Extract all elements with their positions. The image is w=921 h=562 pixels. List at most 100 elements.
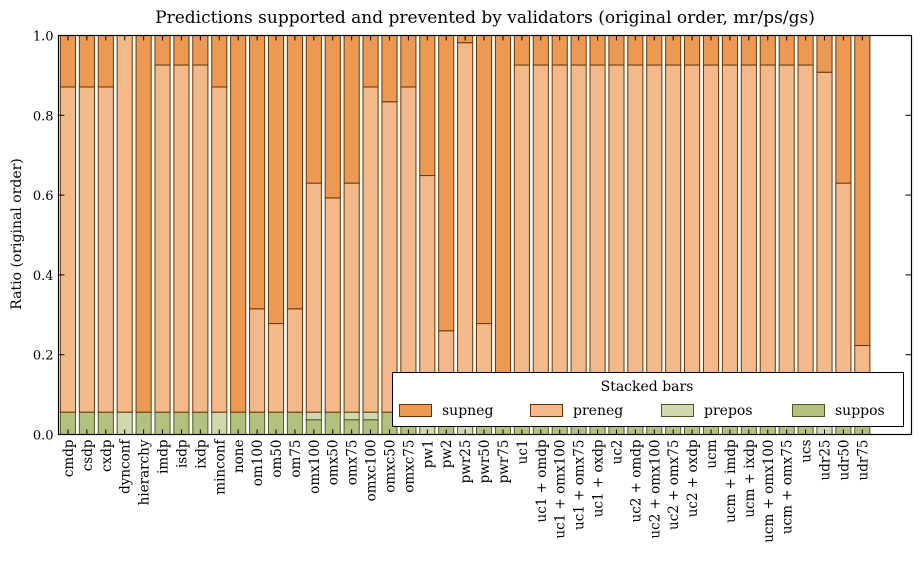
x-tick-label: om100: [250, 440, 266, 487]
x-tick-label: pwr50: [477, 440, 493, 484]
bar-preneg: [286, 308, 303, 413]
x-tick-label: uc1 + oxdp: [591, 440, 607, 518]
chart-title: Predictions supported and prevented by v…: [155, 8, 815, 28]
legend-label-preneg: preneg: [573, 403, 623, 419]
legend-swatch-preneg: [530, 404, 563, 417]
bar-preneg: [381, 101, 398, 413]
bar-preneg: [778, 64, 795, 413]
bar-supneg: [362, 35, 379, 88]
bar-preneg: [589, 64, 606, 413]
x-tick-label: uc2: [609, 440, 625, 465]
bar-preneg: [721, 64, 738, 413]
legend-label-prepos: prepos: [704, 403, 753, 419]
bar-preneg: [684, 64, 701, 413]
bar-supneg: [267, 35, 285, 325]
bar-preneg: [759, 64, 776, 413]
x-tick-label: uc2 + omx75: [666, 440, 682, 530]
y-tick-label: 0.0: [33, 429, 54, 444]
legend-title: Stacked bars: [601, 379, 694, 395]
x-tick-label: pwr75: [496, 440, 512, 484]
y-tick-label: 1.0: [33, 30, 54, 45]
x-tick-label: omx100: [307, 440, 323, 494]
bar-preneg: [702, 64, 720, 413]
bar-preneg: [457, 42, 474, 413]
x-tick-label: ucm + ixdp: [742, 440, 758, 518]
x-tick-label: uc1 + omx75: [572, 440, 588, 530]
bar-supneg: [494, 35, 512, 413]
x-tick-label: pw2: [439, 440, 455, 469]
bar-supneg: [343, 35, 360, 184]
bar-preneg: [513, 64, 530, 413]
bar-supneg: [324, 35, 341, 199]
bar-prepos: [305, 411, 322, 421]
legend-swatch-prepos: [661, 404, 694, 417]
x-tick-label: omxc75: [401, 440, 417, 493]
legend-box: [392, 372, 904, 427]
x-tick-label: uc1 + omx100: [553, 440, 569, 539]
bar-supneg: [419, 35, 436, 177]
bar-preneg: [116, 35, 133, 413]
bar-preneg: [400, 86, 417, 413]
legend: Stacked bars supneg preneg prepos suppos: [392, 372, 904, 427]
x-tick-label: omx50: [326, 440, 342, 486]
bar-supneg: [249, 35, 266, 310]
plot-frame: [57, 34, 913, 436]
x-tick-label: ucm + imdp: [723, 440, 739, 523]
bar-preneg: [362, 86, 379, 413]
x-tick-label: omxc100: [364, 440, 380, 502]
bar-preneg: [324, 197, 341, 413]
legend-swatch-suppos: [792, 404, 825, 417]
bar-supneg: [78, 35, 95, 88]
x-tick-label: udr25: [817, 440, 833, 481]
bar-preneg: [740, 64, 757, 413]
x-tick-label: udr50: [836, 440, 852, 481]
bar-preneg: [627, 64, 644, 413]
x-tick-label: omxc50: [382, 440, 398, 493]
bar-supneg: [135, 35, 152, 413]
legend-label-suppos: suppos: [835, 403, 885, 419]
bar-prepos: [343, 411, 360, 421]
bar-preneg: [343, 182, 360, 413]
x-tick-label: ucs: [799, 439, 815, 462]
x-tick-label: omx75: [345, 440, 361, 486]
x-tick-label: uc2 + omdp: [628, 440, 644, 523]
y-tick-label: 0.6: [33, 189, 54, 204]
legend-label-supneg: supneg: [442, 403, 493, 419]
bar-supneg: [211, 35, 228, 88]
legend-swatch-supneg: [399, 404, 432, 417]
bar-preneg: [532, 64, 549, 413]
x-tick-label: pwr25: [458, 440, 474, 484]
x-tick-label: minconf: [212, 439, 228, 495]
x-tick-label: cmdp: [61, 440, 77, 478]
bar-preneg: [154, 64, 171, 413]
bar-preneg: [249, 308, 266, 413]
bar-preneg: [192, 64, 209, 413]
x-tick-label: pw1: [420, 440, 436, 469]
bar-supneg: [286, 35, 303, 310]
bar-supneg: [438, 35, 455, 332]
bar-preneg: [211, 86, 228, 413]
x-tick-label: csdp: [80, 440, 96, 472]
bar-supneg: [305, 35, 322, 184]
bar-preneg: [570, 64, 587, 413]
bar-supneg: [97, 35, 114, 88]
bar-preneg: [816, 71, 833, 413]
bar-preneg: [646, 64, 663, 413]
x-tick-label: udr75: [855, 440, 871, 481]
bar-preneg: [173, 64, 190, 413]
bar-preneg: [797, 64, 814, 413]
x-tick-label: uc1 + omdp: [534, 440, 550, 523]
bar-supneg: [59, 35, 77, 88]
bar-preneg: [97, 86, 114, 413]
bar-prepos: [362, 411, 379, 421]
x-tick-label: isdp: [174, 440, 190, 469]
bar-preneg: [608, 64, 625, 413]
x-tick-label: ucm + omx75: [780, 440, 796, 535]
bar-supneg: [381, 35, 398, 103]
bar-preneg: [551, 64, 568, 413]
bar-supneg: [400, 35, 417, 88]
y-tick-label: 0.4: [33, 269, 54, 284]
x-tick-label: dynconf: [118, 438, 134, 493]
bar-preneg: [267, 323, 285, 413]
